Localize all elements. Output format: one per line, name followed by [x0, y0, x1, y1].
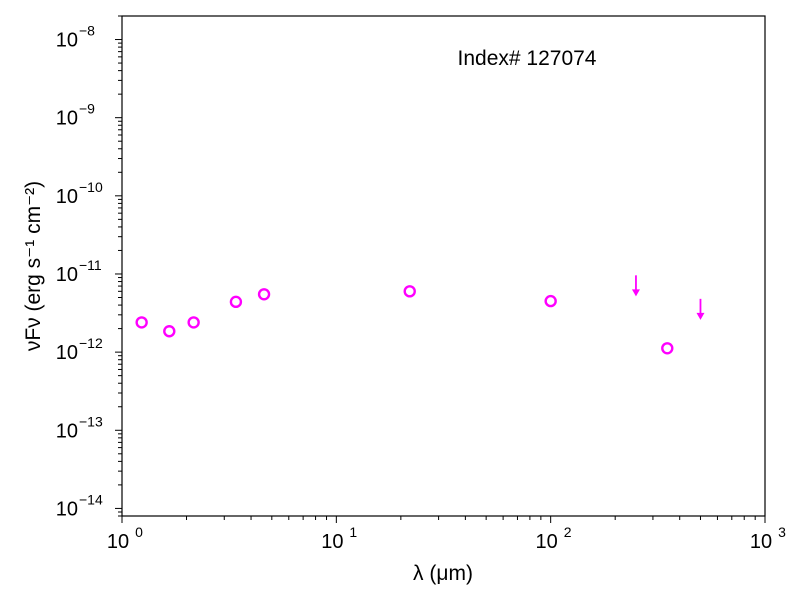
- y-tick-exponent: −13: [79, 413, 103, 429]
- upper-limit-marker: [696, 298, 705, 320]
- x-tick-exponent: 2: [564, 524, 572, 540]
- data-point: [257, 288, 271, 301]
- plot-frame: [121, 15, 766, 517]
- y-tick-exponent: −10: [79, 179, 103, 195]
- y-tick-exponent: −12: [79, 335, 103, 351]
- data-point: [661, 342, 674, 355]
- x-tick-exponent: 3: [778, 524, 786, 540]
- y-tick-label: 10: [56, 498, 78, 520]
- axis-ticks: [115, 15, 766, 523]
- upper-limit-arrowhead: [631, 289, 640, 297]
- x-tick-label: 10: [321, 531, 343, 553]
- x-axis-label: λ (μm): [413, 562, 473, 585]
- y-tick-exponent: −8: [79, 23, 95, 39]
- y-tick-label: 10: [56, 420, 78, 442]
- y-tick-label: 10: [56, 186, 78, 208]
- plot-marks: [135, 275, 705, 355]
- upper-limit-arrowhead: [696, 312, 705, 320]
- x-tick-exponent: 1: [349, 524, 357, 540]
- y-tick-label: 10: [56, 342, 78, 364]
- y-axis-label: νFν (erg s⁻¹ cm⁻²): [22, 181, 45, 351]
- y-tick-exponent: −9: [79, 101, 95, 117]
- upper-limit-marker: [631, 275, 640, 297]
- data-point: [135, 316, 148, 329]
- x-tick-exponent: 0: [135, 524, 143, 540]
- x-tick-label: 10: [750, 531, 772, 553]
- data-point: [187, 316, 200, 329]
- y-tick-exponent: −11: [79, 257, 102, 273]
- x-tick-labels: 10 0 10 1 10 2 10 3: [107, 524, 786, 553]
- x-tick-label: 10: [536, 531, 558, 553]
- data-point: [544, 294, 557, 308]
- index-annotation: Index# 127074: [458, 47, 597, 70]
- data-point: [403, 285, 416, 298]
- data-point: [163, 325, 176, 338]
- y-tick-label: 10: [56, 264, 78, 286]
- data-point: [229, 295, 243, 309]
- y-tick-label: 10: [56, 108, 78, 130]
- x-tick-label: 10: [107, 531, 129, 553]
- y-tick-label: 10: [56, 30, 78, 52]
- y-tick-exponent: −14: [79, 491, 103, 507]
